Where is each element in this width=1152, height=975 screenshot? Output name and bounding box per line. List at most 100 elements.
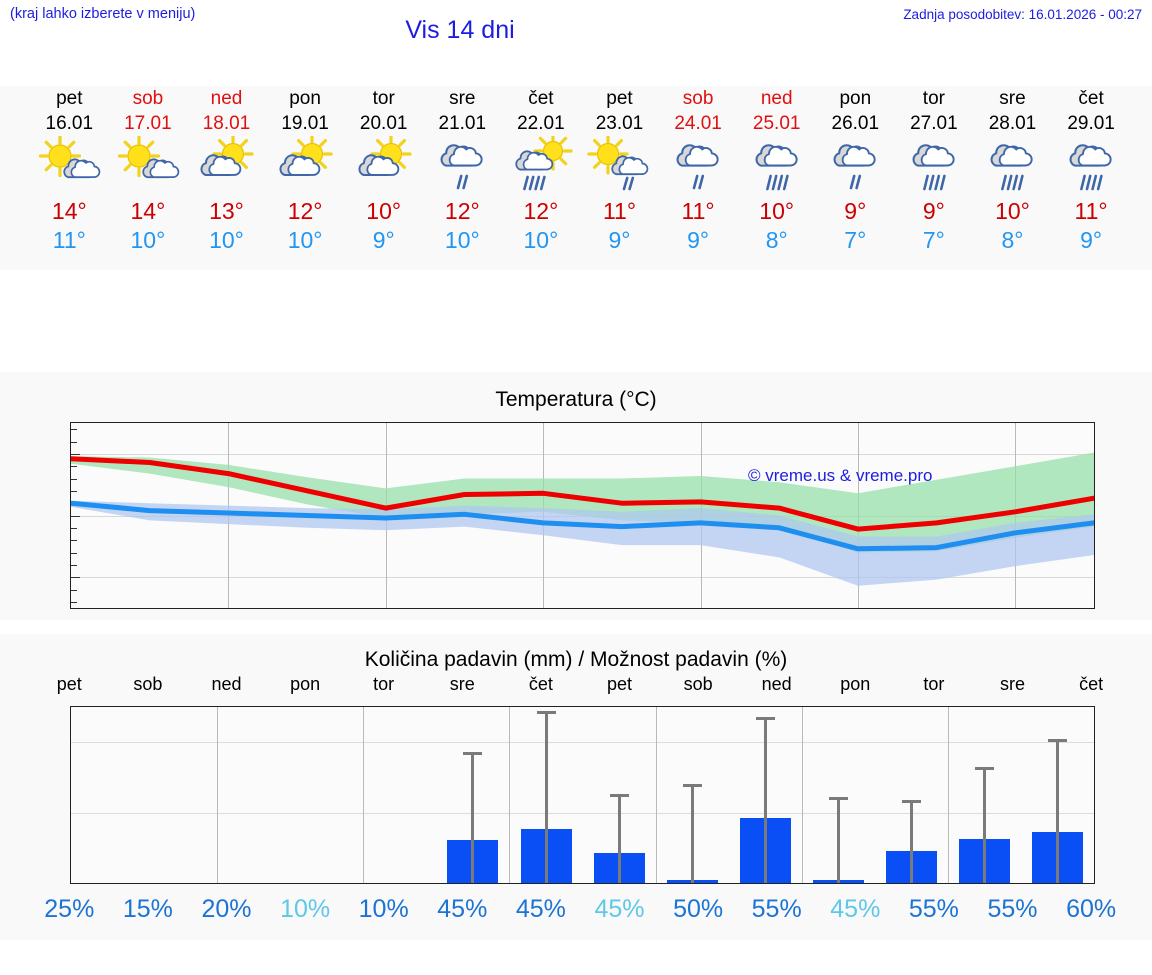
precipitation-day-label: pet bbox=[56, 674, 82, 694]
day-name: ned bbox=[210, 88, 243, 109]
temperature-chart-title: Temperatura (°C) bbox=[495, 388, 657, 411]
precipitation-error-bar bbox=[1056, 739, 1059, 883]
day-name: pet bbox=[606, 88, 633, 109]
cloud-sun-icon bbox=[200, 136, 255, 176]
precipitation-probability: 55% bbox=[908, 895, 959, 923]
day-column: pet 16.01 14° 11° bbox=[30, 86, 109, 254]
day-temp-min: 11° bbox=[52, 227, 86, 253]
day-temp-min: 10° bbox=[523, 227, 559, 253]
temperature-axis-tick bbox=[71, 441, 77, 443]
precipitation-day-labels: pet sob ned pon tor sre čet pet sob ned pon tor sre č… bbox=[0, 674, 1152, 700]
daily-forecast-strip: pet 16.01 14° 11° sob 17.01 14° 10° ned 18.01 13° 1… bbox=[0, 86, 1152, 270]
precipitation-day-label: tor bbox=[373, 674, 395, 694]
day-temp-max: 10° bbox=[759, 198, 795, 224]
weather-icon-wrap bbox=[344, 136, 423, 196]
precipitation-day-label: sre bbox=[999, 674, 1025, 694]
day-date: 16.01 bbox=[45, 113, 94, 134]
temperature-line bbox=[71, 500, 1094, 552]
weather-icon-wrap bbox=[502, 136, 581, 196]
weather-icon-wrap bbox=[1052, 136, 1131, 196]
precipitation-gridline bbox=[71, 742, 1094, 744]
day-name: sob bbox=[682, 88, 714, 109]
day-temp-max: 14° bbox=[51, 198, 87, 224]
day-temp-max: 12° bbox=[523, 198, 559, 224]
day-temp-max: 9° bbox=[922, 198, 945, 224]
day-date: 23.01 bbox=[595, 113, 644, 134]
precipitation-error-cap bbox=[682, 784, 702, 788]
precipitation-gridline-vertical bbox=[947, 707, 949, 883]
precipitation-day-label: čet bbox=[528, 674, 553, 694]
precipitation-error-cap bbox=[609, 794, 629, 798]
weather-icon-wrap bbox=[973, 136, 1052, 196]
day-column: sre 28.01 10° 8° bbox=[973, 86, 1052, 254]
page-header: (kraj lahko izberete v meniju) Vis 14 dn… bbox=[0, 0, 1152, 56]
day-date: 21.01 bbox=[438, 113, 487, 134]
precipitation-error-bar bbox=[836, 797, 840, 883]
weather-icon-wrap bbox=[737, 136, 816, 196]
precipitation-gridline bbox=[71, 812, 1094, 814]
precipitation-probability: 45% bbox=[437, 895, 488, 923]
day-temp-max: 12° bbox=[287, 198, 323, 224]
day-column: pon 26.01 9° 7° bbox=[816, 86, 895, 254]
precipitation-chart-title: Količina padavin (mm) / Možnost padavin … bbox=[364, 648, 788, 671]
precipitation-gridline-vertical bbox=[509, 707, 511, 883]
precipitation-day-label: tor bbox=[923, 674, 945, 694]
day-column: tor 20.01 10° 9° bbox=[344, 86, 423, 254]
precipitation-error-cap bbox=[536, 711, 556, 715]
precipitation-day-label: ned bbox=[761, 674, 792, 694]
day-temp-max: 11° bbox=[602, 198, 637, 224]
temperature-range-band bbox=[71, 452, 1094, 553]
temperature-axis-tick bbox=[71, 478, 77, 480]
temperature-axis-tick bbox=[71, 601, 77, 603]
temperature-range-band bbox=[71, 500, 1094, 586]
temperature-axis-tick bbox=[71, 527, 77, 529]
day-temp-min: 10° bbox=[444, 227, 480, 253]
day-column: sob 24.01 11° 9° bbox=[659, 86, 738, 254]
day-name: pon bbox=[289, 88, 321, 109]
precipitation-error-bar bbox=[471, 752, 475, 883]
weather-icon-wrap bbox=[423, 136, 502, 196]
day-column: ned 18.01 13° 10° bbox=[187, 86, 266, 254]
day-temp-min: 10° bbox=[130, 227, 166, 253]
day-date: 28.01 bbox=[988, 113, 1037, 134]
precipitation-error-bar bbox=[909, 799, 913, 883]
day-name: čet bbox=[1078, 88, 1104, 109]
cloud-rain-light-icon bbox=[676, 144, 719, 190]
temperature-axis-tick bbox=[71, 429, 77, 431]
precipitation-error-bar bbox=[763, 716, 767, 883]
daily-forecast-panel bbox=[0, 86, 1152, 270]
page-title: Vis 14 dni bbox=[405, 16, 515, 44]
weather-icon-wrap bbox=[187, 136, 266, 196]
precipitation-error-cap bbox=[463, 752, 483, 756]
cloud-sun-icon bbox=[358, 136, 412, 176]
precipitation-day-label: pon bbox=[290, 674, 321, 694]
day-temp-max: 11° bbox=[681, 198, 715, 224]
day-column: pet 23.01 11° 9° bbox=[580, 86, 659, 254]
day-column: sob 17.01 14° 10° bbox=[109, 86, 188, 254]
day-column: pon 19.01 12° 10° bbox=[266, 86, 345, 254]
precipitation-error-bar bbox=[544, 711, 548, 883]
day-temp-min: 9° bbox=[687, 227, 710, 253]
precipitation-error-bar bbox=[690, 784, 694, 883]
day-name: sre bbox=[449, 88, 476, 109]
precipitation-error-cap bbox=[974, 766, 994, 770]
precipitation-gridline-vertical bbox=[217, 707, 219, 883]
precipitation-error-cap bbox=[828, 797, 848, 801]
precipitation-probability: 55% bbox=[987, 895, 1038, 923]
day-name: pon bbox=[839, 88, 872, 109]
temperature-axis-tick bbox=[71, 577, 80, 579]
precipitation-probability: 20% bbox=[201, 895, 252, 923]
day-temp-max: 13° bbox=[209, 198, 244, 224]
precipitation-probability: 55% bbox=[751, 895, 802, 923]
weather-icon-wrap bbox=[895, 136, 974, 196]
cloud-rain-light-icon bbox=[440, 144, 483, 190]
day-date: 27.01 bbox=[910, 113, 958, 134]
day-temp-max: 12° bbox=[444, 198, 480, 224]
cloud-sun-rain-icon bbox=[515, 136, 573, 191]
day-temp-min: 9° bbox=[1080, 227, 1103, 253]
day-date: 22.01 bbox=[517, 113, 565, 134]
precipitation-error-cap bbox=[1048, 739, 1067, 743]
temperature-gridline bbox=[71, 577, 1094, 579]
copyright-text: © vreme.us & vreme.pro bbox=[748, 466, 933, 485]
precipitation-error-bar bbox=[617, 794, 621, 883]
